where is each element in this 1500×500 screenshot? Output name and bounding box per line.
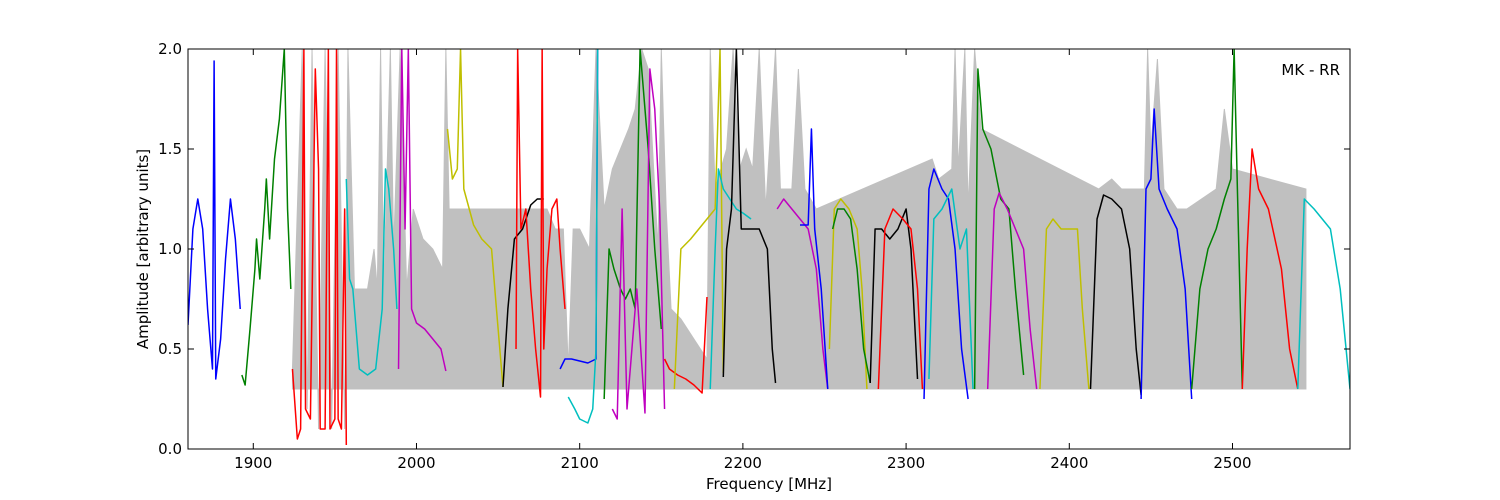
series-lines [188,49,1350,446]
series-line-s22 [877,208,924,390]
series-line-s24 [928,188,974,390]
annotation-label: MK - RR [1281,61,1340,79]
y-tick-label: 0.5 [158,340,182,358]
y-axis: 0.0 0.5 1.0 1.5 2.0 [158,40,1350,458]
series-line-s31 [1241,148,1299,390]
series-line-s3 [291,49,348,446]
series-line-s11 [603,49,663,400]
series-line-s16 [722,49,777,384]
y-tick-label: 1.5 [158,140,182,158]
background-envelope [291,49,1307,430]
x-axis-label: Frequency [MHz] [706,475,832,493]
series-line-s18 [800,128,829,390]
y-axis-label: Amplitude [arbitrary units] [134,149,152,349]
series-line-s1 [188,60,241,380]
series-line-s19 [828,198,868,390]
series-line-s6 [446,49,504,388]
x-axis: 1900 2000 2100 2200 2300 2400 2500 [234,49,1252,472]
series-line-s28 [1089,194,1142,396]
series-line-s4 [345,168,398,376]
y-tick-label: 0.0 [158,440,182,458]
x-tick-label: 2000 [397,454,435,472]
y-tick-label: 2.0 [158,40,182,58]
x-tick-label: 1900 [234,454,272,472]
series-line-s29 [1140,108,1193,400]
series-line-s7 [502,198,544,388]
series-line-s2 [241,49,292,386]
x-tick-label: 2100 [561,454,599,472]
series-line-s32 [1297,198,1350,390]
x-tick-label: 2200 [724,454,762,472]
series-line-s21 [869,208,919,384]
x-tick-label: 2500 [1213,454,1251,472]
background-series [291,49,1307,430]
series-line-s8 [515,49,566,398]
series-line-s12 [611,68,666,420]
y-tick-label: 1.0 [158,240,182,258]
series-line-s14 [673,49,725,390]
series-line-s10 [567,49,599,424]
series-line-s26 [986,192,1038,390]
series-line-s27 [1039,218,1090,390]
x-tick-label: 2400 [1050,454,1088,472]
series-line-s15 [709,168,752,390]
series-line-s30 [1190,49,1244,390]
series-line-s23 [923,168,969,400]
series-line-s20 [831,208,871,384]
series-line-s25 [973,68,1025,390]
series-line-s5 [397,49,447,372]
x-tick-label: 2300 [887,454,925,472]
series-line-s17 [776,198,829,390]
series-line-s13 [663,296,708,394]
